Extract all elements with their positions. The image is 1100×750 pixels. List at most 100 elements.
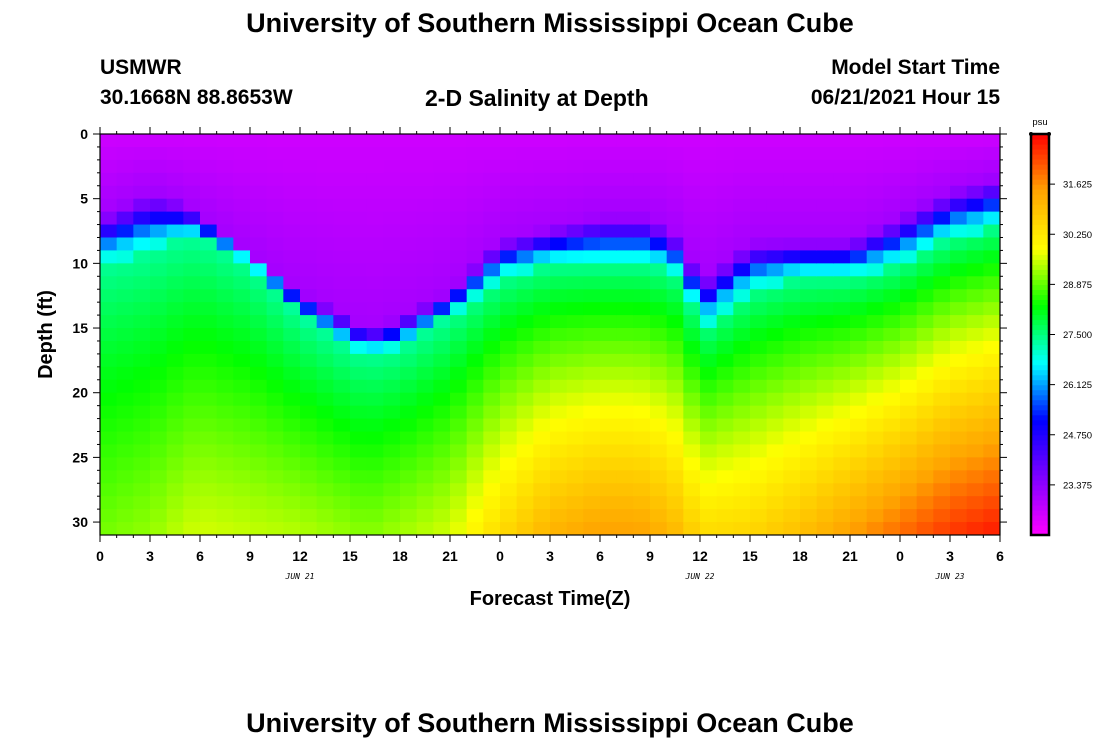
heatmap-cell <box>466 496 484 510</box>
heatmap-cell <box>883 159 901 174</box>
heatmap-cell <box>750 172 768 187</box>
heatmap-cell <box>316 237 334 252</box>
heatmap-cell <box>950 470 968 484</box>
heatmap-cell <box>816 315 834 329</box>
heatmap-cell <box>433 457 451 471</box>
colorbar-segment <box>1031 494 1049 501</box>
heatmap-cell <box>483 224 501 239</box>
heatmap-cell <box>516 483 534 497</box>
heatmap-cell <box>816 340 834 355</box>
heatmap-cell <box>516 302 534 316</box>
heatmap-cell <box>750 250 768 264</box>
heatmap-cell <box>300 198 318 213</box>
colorbar-segment <box>1031 449 1049 456</box>
heatmap-cell <box>216 302 234 316</box>
heatmap-cell <box>833 457 851 471</box>
heatmap-cell <box>416 159 434 174</box>
heatmap-cell <box>950 418 968 433</box>
heatmap-cell <box>883 146 901 161</box>
heatmap-cell <box>733 250 751 264</box>
heatmap-cell <box>750 198 768 213</box>
heatmap-cell <box>333 185 351 200</box>
heatmap-cell <box>383 211 401 226</box>
heatmap-cell <box>566 392 584 407</box>
colorbar-segment <box>1031 199 1049 205</box>
heatmap-cell <box>166 328 184 342</box>
x-tick-label: 18 <box>792 548 808 564</box>
heatmap-cell <box>233 134 251 148</box>
heatmap-cell <box>350 276 368 290</box>
heatmap-cell <box>616 470 634 484</box>
heatmap-cell <box>883 211 901 226</box>
heatmap-cell <box>266 159 284 174</box>
heatmap-cell <box>133 509 151 523</box>
heatmap-cell <box>733 522 751 535</box>
heatmap-cell <box>950 276 968 290</box>
heatmap-cell <box>833 211 851 226</box>
heatmap-cell <box>950 509 968 523</box>
heatmap-cell <box>250 418 268 433</box>
heatmap-cell <box>766 496 784 510</box>
heatmap-cell <box>116 185 134 200</box>
heatmap-cell <box>283 237 301 252</box>
heatmap-cell <box>233 392 251 407</box>
heatmap-cell <box>266 509 284 523</box>
heatmap-cell <box>666 444 684 458</box>
heatmap-cell <box>983 483 1000 497</box>
heatmap-cell <box>966 444 984 458</box>
heatmap-cell <box>866 366 884 381</box>
heatmap-cell <box>116 366 134 381</box>
heatmap-cell <box>333 289 351 303</box>
heatmap-cell <box>766 224 784 239</box>
heatmap-cell <box>933 340 951 355</box>
heatmap-cell <box>400 392 418 407</box>
heatmap-cell <box>566 379 584 394</box>
heatmap-cell <box>383 379 401 394</box>
heatmap-cell <box>166 263 184 277</box>
heatmap-cell <box>333 379 351 394</box>
heatmap-cell <box>366 289 384 303</box>
heatmap-cell <box>983 405 1000 420</box>
heatmap-cell <box>583 522 601 535</box>
heatmap-cell <box>350 328 368 342</box>
heatmap-cell <box>316 328 334 342</box>
heatmap-cell <box>366 250 384 264</box>
heatmap-cell <box>516 250 534 264</box>
heatmap-cell <box>800 496 818 510</box>
heatmap-cell <box>333 237 351 252</box>
heatmap-cell <box>583 159 601 174</box>
heatmap-cell <box>766 185 784 200</box>
heatmap-cell <box>500 509 518 523</box>
colorbar-tick-label: 26.125 <box>1063 380 1092 391</box>
heatmap-cell <box>783 302 801 316</box>
heatmap-cell <box>500 224 518 239</box>
heatmap-cell <box>583 366 601 381</box>
heatmap-cell <box>850 250 868 264</box>
heatmap-cell <box>500 146 518 161</box>
heatmap-cell <box>833 366 851 381</box>
heatmap-cell <box>283 328 301 342</box>
heatmap-cell <box>550 418 568 433</box>
heatmap-cell <box>916 418 934 433</box>
heatmap-cell <box>783 159 801 174</box>
heatmap-cell <box>966 146 984 161</box>
colorbar-segment <box>1031 509 1049 516</box>
heatmap-cell <box>600 198 618 213</box>
heatmap-cell <box>833 353 851 368</box>
heatmap-cell <box>400 263 418 277</box>
heatmap-cell <box>583 237 601 252</box>
date-label: JUN 21 <box>285 572 315 581</box>
heatmap-cell <box>250 366 268 381</box>
heatmap-cell <box>216 134 234 148</box>
heatmap-cell <box>566 263 584 277</box>
heatmap-cell <box>600 237 618 252</box>
heatmap-cell <box>566 366 584 381</box>
heatmap-cell <box>250 379 268 394</box>
heatmap-cell <box>916 496 934 510</box>
heatmap-cell <box>316 522 334 535</box>
heatmap-cell <box>466 457 484 471</box>
heatmap-cell <box>950 211 968 226</box>
heatmap-cell <box>133 483 151 497</box>
heatmap-cell <box>233 379 251 394</box>
heatmap-cell <box>516 457 534 471</box>
